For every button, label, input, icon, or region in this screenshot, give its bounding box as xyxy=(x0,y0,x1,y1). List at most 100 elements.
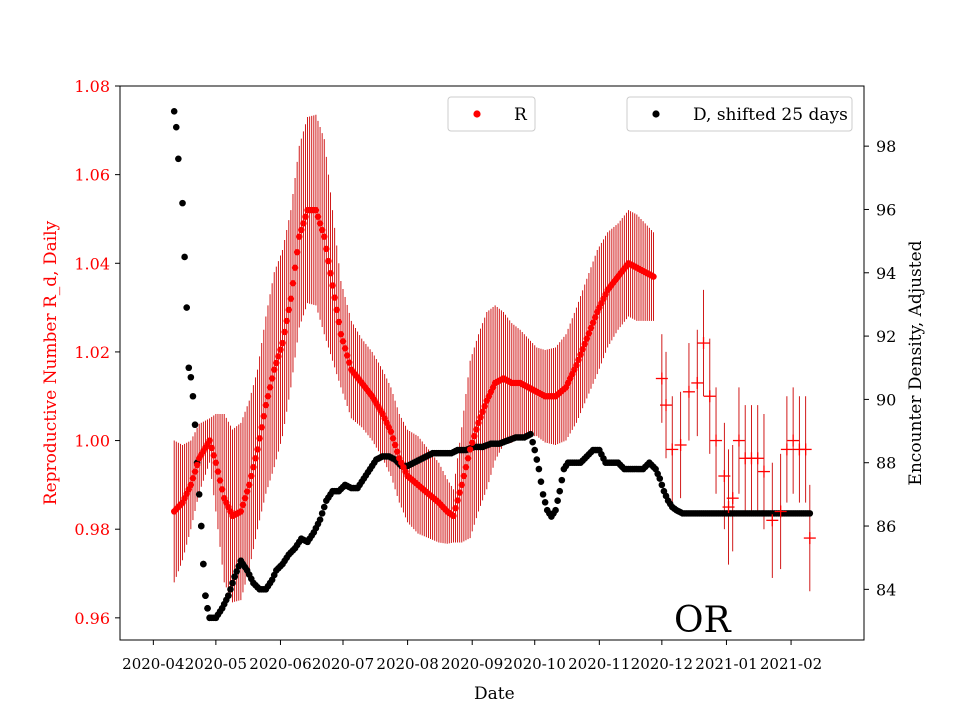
d-point xyxy=(227,586,234,593)
r-point xyxy=(389,435,397,442)
r-point xyxy=(343,352,351,359)
r-sparse-point xyxy=(787,434,800,447)
r-point xyxy=(456,489,463,496)
r-point xyxy=(279,339,286,347)
left-tick-label: 1.08 xyxy=(74,77,110,96)
legend-r-label: R xyxy=(514,105,528,125)
d-point xyxy=(170,108,178,115)
r-point xyxy=(300,220,307,227)
r-point xyxy=(291,264,299,271)
r-point xyxy=(477,414,484,421)
r-sparse-point xyxy=(780,443,793,456)
r-point xyxy=(210,452,217,459)
r-sparse-point xyxy=(757,465,770,478)
r-point xyxy=(475,419,482,427)
r-point xyxy=(246,481,253,489)
r-point xyxy=(275,353,282,360)
d-point xyxy=(204,605,211,612)
d-point xyxy=(197,522,205,530)
r-point xyxy=(337,330,345,338)
d-point xyxy=(233,568,241,575)
r-sparse-point xyxy=(726,492,739,505)
d-point xyxy=(529,438,536,446)
r-point xyxy=(387,428,395,435)
r-point xyxy=(464,455,472,462)
r-series xyxy=(170,206,816,545)
d-point xyxy=(320,503,328,511)
d-point xyxy=(554,497,561,505)
right-tick-label: 98 xyxy=(876,137,896,156)
right-tick-label: 86 xyxy=(876,517,896,536)
r-point xyxy=(287,295,295,302)
d-point xyxy=(185,364,193,372)
r-point xyxy=(214,468,222,475)
x-tick-label: 2020-10 xyxy=(504,655,566,673)
d-point xyxy=(181,253,188,261)
r-sparse-point xyxy=(766,514,779,527)
r-point xyxy=(318,226,326,234)
r-point xyxy=(243,488,251,495)
r-point xyxy=(473,426,480,433)
d-point xyxy=(558,476,566,484)
right-tick-label: 92 xyxy=(876,327,896,346)
right-axis-ticks: 84 86 88 90 92 94 96 98 xyxy=(864,137,896,599)
r-point xyxy=(239,501,247,509)
r-point xyxy=(193,461,201,469)
r-point xyxy=(293,249,301,256)
left-axis-ticks: 0.96 0.98 1.00 1.02 1.04 1.06 1.08 xyxy=(74,77,120,628)
x-tick-label: 2020-04 xyxy=(122,655,184,673)
d-point xyxy=(535,465,543,473)
r-sparse-point xyxy=(718,470,731,483)
r-sparse-point xyxy=(722,501,735,514)
r-point xyxy=(256,435,263,442)
r-point xyxy=(579,346,586,353)
r-sparse-point xyxy=(660,399,673,412)
d-point xyxy=(175,155,182,163)
r-sparse-point xyxy=(666,443,679,456)
r-point xyxy=(393,448,401,455)
r-point xyxy=(283,317,290,325)
d-point xyxy=(531,446,539,454)
legend-d: D, shifted 25 days xyxy=(626,96,853,132)
r-sparse-point xyxy=(682,385,695,398)
r-point xyxy=(273,359,280,367)
r-point xyxy=(591,314,599,321)
r-point xyxy=(454,497,461,504)
r-point xyxy=(314,213,322,220)
d-point xyxy=(225,592,232,599)
r-point xyxy=(271,366,278,373)
right-tick-label: 90 xyxy=(876,390,896,409)
r-point xyxy=(266,384,274,391)
r-point xyxy=(260,412,267,420)
r-point xyxy=(575,356,582,364)
r-point xyxy=(325,257,332,265)
d-point xyxy=(183,304,190,311)
r-point xyxy=(329,282,336,289)
r-point xyxy=(191,468,199,475)
r-point xyxy=(339,338,347,345)
x-tick-label: 2020-08 xyxy=(376,655,438,673)
r-point xyxy=(268,375,276,382)
x-tick-label: 2020-07 xyxy=(312,655,374,673)
r-point xyxy=(216,477,224,484)
r-point xyxy=(581,340,588,348)
legend-d-marker xyxy=(652,110,660,118)
right-tick-label: 94 xyxy=(876,264,896,283)
r-point xyxy=(585,330,593,337)
r-point xyxy=(264,393,272,400)
d-point xyxy=(552,506,559,514)
r-point xyxy=(208,444,215,452)
d-point xyxy=(200,560,207,568)
x-axis-label: Date xyxy=(474,684,515,704)
r-point xyxy=(250,463,257,471)
d-point xyxy=(231,573,238,580)
left-tick-label: 0.96 xyxy=(74,609,110,628)
d-point xyxy=(202,592,209,599)
d-point xyxy=(539,491,547,498)
r-point xyxy=(458,481,465,489)
r-point xyxy=(248,472,255,480)
r-point xyxy=(212,459,220,466)
r-point xyxy=(650,273,657,280)
legend-d-box xyxy=(626,96,853,132)
d-point xyxy=(527,430,534,438)
